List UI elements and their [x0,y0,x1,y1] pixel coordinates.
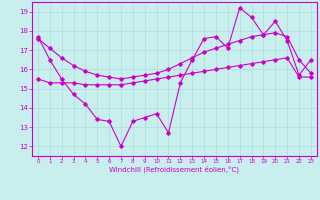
X-axis label: Windchill (Refroidissement éolien,°C): Windchill (Refroidissement éolien,°C) [109,166,239,173]
